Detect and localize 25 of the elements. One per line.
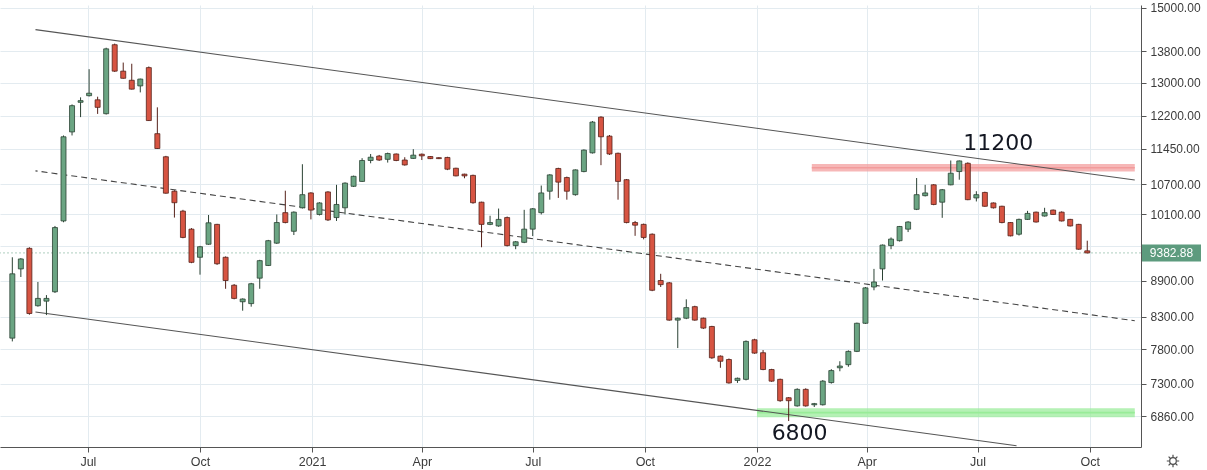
y-tick-label: 6860.00: [1150, 409, 1195, 424]
annotation: 6800: [771, 420, 828, 446]
y-tick-label: 10100.00: [1150, 207, 1201, 222]
x-tick-label: 2022: [743, 454, 772, 469]
x-tick-label: Oct: [190, 454, 211, 469]
x-tick-label: Apr: [857, 454, 877, 469]
y-tick-label: 10700.00: [1150, 177, 1201, 192]
y-tick-label: 13000.00: [1150, 76, 1201, 91]
y-tick-label: 13800.00: [1150, 44, 1201, 59]
y-tick-label: 8300.00: [1150, 310, 1195, 325]
ref-line-label: 9382.88: [1149, 245, 1194, 260]
x-tick-label: 2021: [298, 454, 327, 469]
y-tick-label: 7800.00: [1150, 342, 1195, 357]
y-tick-label: 11450.00: [1150, 142, 1200, 157]
x-tick-label: Oct: [1080, 454, 1101, 469]
x-tick-label: Jul: [525, 454, 542, 469]
x-tick-label: Jul: [970, 454, 987, 469]
x-tick-label: Oct: [635, 454, 656, 469]
y-tick-label: 8900.00: [1150, 274, 1195, 288]
y-tick-label: 7300.00: [1150, 377, 1195, 392]
y-tick-label: 12200.00: [1150, 109, 1201, 124]
x-tick-label: Apr: [412, 454, 433, 469]
x-tick-label: Jul: [80, 454, 97, 469]
annotation: 11200: [963, 130, 1034, 156]
y-tick-label: 15000.00: [1150, 1, 1201, 16]
